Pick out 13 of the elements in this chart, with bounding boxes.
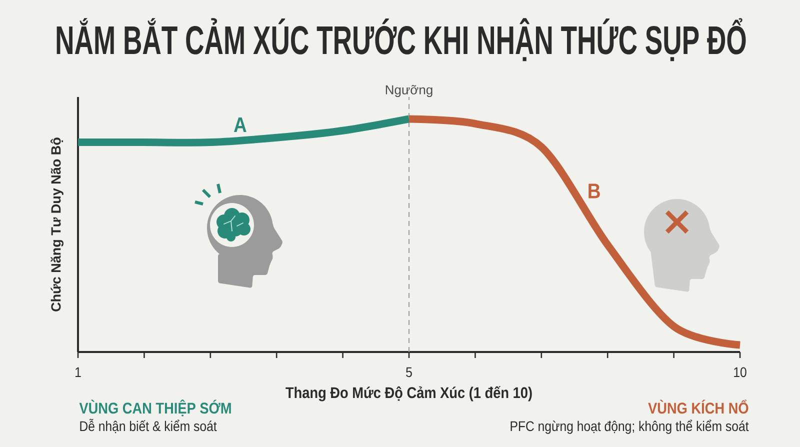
chart-title: NẮM BẮT CẢM XÚC TRƯỚC KHI NHẬN THỨC SỤP ĐỔ bbox=[56, 18, 746, 62]
x-tick-label: 10 bbox=[734, 367, 746, 378]
text: VÙNG CAN THIỆP SỚM bbox=[79, 400, 231, 416]
series-label: B bbox=[588, 184, 600, 198]
ref-line-label: Ngưỡng bbox=[386, 84, 432, 98]
text: VÙNG KÍCH NỔ bbox=[648, 400, 748, 414]
text: Dễ nhận biết & kiểm soát bbox=[80, 418, 217, 434]
x-tick-label: 1 bbox=[76, 367, 81, 377]
y-axis-title: Chức Năng Tư Duy Não Bộ bbox=[50, 138, 64, 312]
series-label: A bbox=[234, 118, 246, 132]
x-axis-title: Thang Đo Mức Độ Cảm Xúc (1 đến 10) bbox=[286, 386, 532, 402]
x-tick-label: 5 bbox=[406, 367, 412, 378]
text: PFC ngừng hoạt động; không thể kiểm soát bbox=[510, 420, 749, 434]
